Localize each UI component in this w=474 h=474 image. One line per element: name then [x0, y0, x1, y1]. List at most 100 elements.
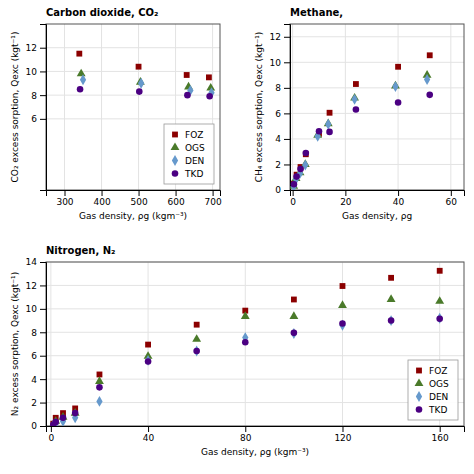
tick: 40 — [393, 190, 405, 207]
grid-line — [46, 71, 220, 72]
figure: 300400500600700681012Gas density, ρg (kg… — [0, 0, 474, 474]
tick: 60 — [446, 190, 458, 207]
point — [327, 110, 333, 116]
legend-label: TKD — [428, 405, 447, 415]
point — [136, 64, 142, 70]
tick-label: 0 — [31, 421, 37, 431]
legend-label: FOZ — [185, 130, 203, 140]
tick-mark — [40, 71, 46, 72]
point — [326, 129, 333, 136]
legend-label: OGS — [185, 143, 205, 153]
point — [437, 313, 443, 324]
legend-label: OGS — [429, 379, 449, 389]
point — [241, 311, 250, 319]
point — [145, 355, 151, 366]
y-axis-title: CO₂ excess sorption, Qexc (kgt⁻¹) — [10, 32, 20, 183]
point — [77, 69, 86, 77]
point — [340, 283, 346, 289]
tick: 10 — [26, 67, 46, 77]
point — [339, 320, 346, 327]
tick: 700 — [205, 190, 222, 207]
grid-line — [46, 379, 464, 380]
series — [290, 70, 432, 189]
point — [291, 328, 297, 339]
point — [395, 64, 401, 70]
point — [60, 415, 67, 422]
tick-label: 8 — [275, 83, 281, 93]
tick-mark — [139, 190, 140, 196]
grid-line — [398, 24, 399, 190]
grid-line — [450, 24, 451, 190]
point — [424, 74, 430, 85]
x-axis: 0 20 40 60 — [290, 190, 464, 207]
tick: 20 — [340, 190, 352, 207]
tick: 0 — [275, 185, 290, 195]
tick-label: 6 — [275, 109, 281, 119]
grid-line — [46, 47, 220, 48]
series — [291, 74, 431, 190]
tick-label: 600 — [167, 197, 184, 207]
axis-line — [40, 263, 47, 427]
tick-mark — [40, 332, 46, 333]
tick: 300 — [56, 190, 73, 207]
x-axis-title: Gas density, ρg (kgm⁻³) — [79, 211, 187, 221]
point — [293, 173, 300, 180]
point — [76, 51, 82, 57]
grid-line — [46, 355, 464, 356]
point — [353, 106, 360, 113]
point — [145, 358, 152, 365]
point — [435, 296, 444, 304]
point — [52, 419, 59, 426]
grid-line — [46, 308, 464, 309]
point — [291, 297, 297, 303]
tick-mark — [293, 190, 294, 196]
grid-line — [292, 24, 293, 190]
tick: 40 — [143, 426, 155, 443]
tick-label: 14 — [26, 257, 38, 267]
series — [77, 69, 215, 91]
tick: 2 — [275, 160, 290, 170]
tick-mark — [51, 426, 52, 432]
point — [395, 99, 402, 106]
grid-line — [46, 118, 220, 119]
grid-line — [290, 36, 464, 37]
point — [339, 320, 345, 331]
point — [427, 52, 433, 58]
legend-swatch — [172, 155, 178, 166]
tick-label: 700 — [205, 197, 222, 207]
tick: 120 — [334, 426, 351, 443]
tick-mark — [342, 426, 343, 432]
legend-swatch — [416, 406, 423, 413]
point — [77, 86, 84, 93]
tick: 0 — [290, 190, 296, 207]
legend-swatch — [172, 170, 179, 177]
panel-title: Methane, — [290, 7, 343, 18]
tick: 160 — [432, 426, 449, 443]
legend: FOZOGSDENTKD — [164, 124, 214, 184]
tick-label: 4 — [31, 375, 37, 385]
x-axis-title: Gas density, ρg (kgm⁻³) — [201, 447, 309, 457]
point — [145, 342, 151, 348]
tick-label: 0 — [275, 185, 281, 195]
point — [194, 322, 200, 328]
x-axis: 300400500600700 — [47, 190, 222, 207]
series — [291, 52, 433, 186]
point — [437, 268, 443, 274]
tick-label: 40 — [393, 197, 405, 207]
panel: 0204060024681012Gas density, ρgCH₄ exces… — [254, 7, 465, 221]
point — [206, 74, 212, 80]
grid-line — [345, 24, 346, 190]
tick-mark — [440, 426, 441, 432]
grid-line — [290, 164, 464, 165]
point — [289, 311, 298, 319]
point — [184, 92, 191, 99]
tick-mark — [451, 190, 452, 196]
point — [95, 376, 104, 384]
grid — [46, 24, 220, 190]
y-axis: 02468101214 — [26, 257, 47, 431]
tick-mark — [284, 113, 290, 114]
tick: 4 — [275, 134, 290, 144]
y-axis-title: CH₄ excess sorption, Qexc (kgt⁻¹) — [254, 32, 264, 183]
point — [291, 330, 298, 337]
tick-mark — [40, 262, 46, 263]
